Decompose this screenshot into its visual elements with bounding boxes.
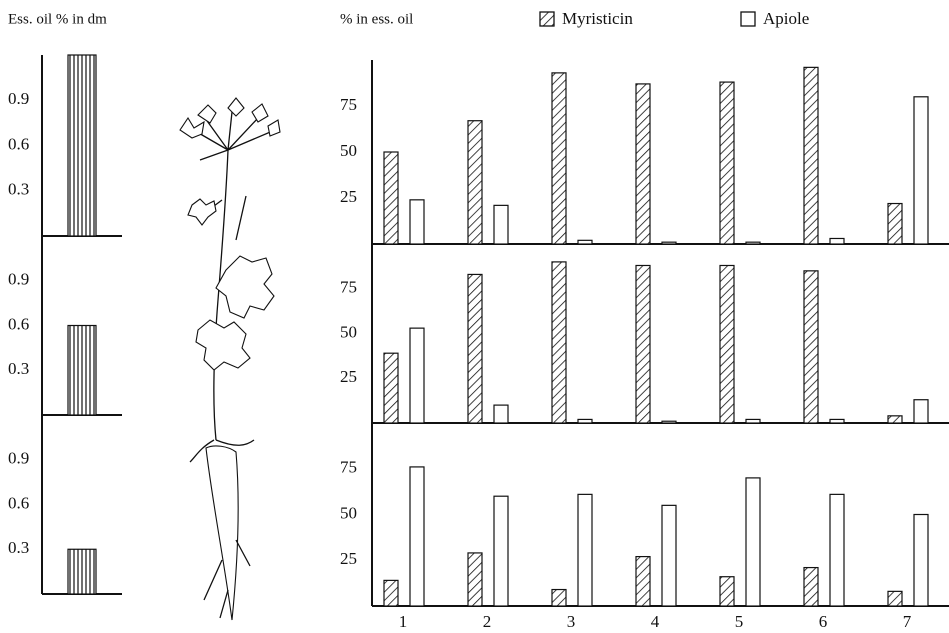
bar — [493, 404, 509, 424]
y-axis-label: Ess. oil % in dm — [8, 11, 107, 27]
bar — [829, 493, 845, 607]
y-tick-label: 0.6 — [8, 314, 29, 333]
bar — [661, 241, 677, 245]
bar — [551, 72, 567, 245]
y-tick-label: 0.3 — [8, 359, 29, 378]
bar — [635, 83, 651, 245]
bar — [409, 466, 425, 607]
bar — [719, 81, 735, 245]
bar — [829, 418, 845, 424]
bar — [383, 579, 399, 607]
x-tick-label: 1 — [399, 612, 408, 631]
bar — [913, 513, 929, 607]
bar — [887, 202, 903, 245]
y-tick-label: 75 — [340, 458, 357, 477]
y-tick-label: 25 — [340, 549, 357, 568]
bar — [467, 120, 483, 245]
y-tick-label: 0.3 — [8, 180, 29, 199]
y-tick-label: 0.9 — [8, 449, 29, 468]
y-tick-label: 0.6 — [8, 493, 29, 512]
bar — [719, 264, 735, 424]
bar — [745, 241, 761, 245]
bar — [887, 415, 903, 424]
x-tick-label: 7 — [903, 612, 912, 631]
bar — [803, 66, 819, 245]
bar — [661, 420, 677, 424]
bar — [635, 555, 651, 607]
y-axis-label: % in ess. oil — [340, 11, 413, 27]
legend-label: Apiole — [763, 9, 809, 28]
y-tick-label: 25 — [340, 367, 357, 386]
y-tick-label: 75 — [340, 95, 357, 114]
legend-swatch — [740, 11, 756, 27]
bar — [467, 552, 483, 607]
bar — [67, 54, 97, 237]
bar — [829, 237, 845, 245]
bar — [409, 199, 425, 245]
y-tick-label: 50 — [340, 503, 357, 522]
bar — [493, 204, 509, 245]
bar — [467, 273, 483, 424]
bar — [409, 327, 425, 424]
bar — [803, 270, 819, 424]
bar — [383, 352, 399, 424]
y-tick-label: 50 — [340, 322, 357, 341]
bar — [551, 588, 567, 607]
bar — [745, 477, 761, 607]
bar — [719, 576, 735, 607]
bar — [577, 418, 593, 424]
bar — [661, 504, 677, 607]
x-tick-label: 6 — [819, 612, 828, 631]
legend-label: Myristicin — [562, 9, 633, 28]
bar — [493, 495, 509, 607]
bar — [803, 566, 819, 607]
y-tick-label: 50 — [340, 141, 357, 160]
y-tick-label: 0.6 — [8, 134, 29, 153]
bar — [913, 96, 929, 245]
bar — [577, 493, 593, 607]
legend-swatch — [539, 11, 555, 27]
plant-drawing — [179, 97, 281, 621]
x-tick-label: 4 — [651, 612, 660, 631]
bar — [67, 548, 97, 595]
y-tick-label: 25 — [340, 187, 357, 206]
y-tick-label: 0.9 — [8, 270, 29, 289]
bar — [745, 418, 761, 424]
y-tick-label: 0.9 — [8, 89, 29, 108]
x-tick-label: 3 — [567, 612, 576, 631]
bar — [67, 324, 97, 416]
bar — [635, 264, 651, 424]
bar — [383, 151, 399, 245]
x-tick-label: 2 — [483, 612, 492, 631]
bar — [577, 239, 593, 245]
bar — [913, 399, 929, 424]
x-tick-label: 5 — [735, 612, 744, 631]
y-tick-label: 75 — [340, 278, 357, 297]
bar — [887, 590, 903, 607]
bar — [551, 261, 567, 424]
y-tick-label: 0.3 — [8, 538, 29, 557]
